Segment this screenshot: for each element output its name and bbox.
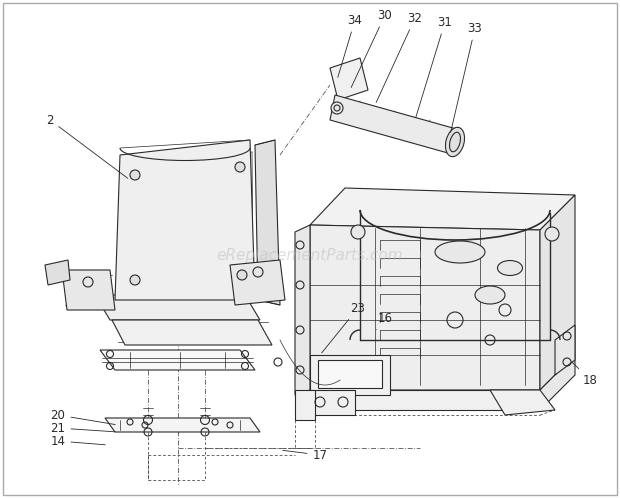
Text: 30: 30 xyxy=(351,8,392,88)
Polygon shape xyxy=(310,188,575,230)
Ellipse shape xyxy=(497,260,523,275)
Circle shape xyxy=(130,170,140,180)
Text: 17: 17 xyxy=(283,449,327,462)
Polygon shape xyxy=(112,320,272,345)
Text: 34: 34 xyxy=(338,13,363,77)
Polygon shape xyxy=(45,260,70,285)
Circle shape xyxy=(331,102,343,114)
Polygon shape xyxy=(308,390,355,415)
Polygon shape xyxy=(230,260,285,305)
Polygon shape xyxy=(330,95,460,155)
Circle shape xyxy=(545,227,559,241)
Polygon shape xyxy=(115,140,255,300)
Polygon shape xyxy=(490,390,555,415)
Polygon shape xyxy=(310,390,540,410)
Circle shape xyxy=(130,275,140,285)
Circle shape xyxy=(351,225,365,239)
Polygon shape xyxy=(255,140,280,305)
Polygon shape xyxy=(555,325,575,375)
Polygon shape xyxy=(330,58,368,100)
Polygon shape xyxy=(310,355,390,395)
Polygon shape xyxy=(318,360,382,388)
Ellipse shape xyxy=(446,127,464,157)
Polygon shape xyxy=(100,350,255,370)
Text: 14: 14 xyxy=(50,434,105,448)
Text: 31: 31 xyxy=(416,15,453,118)
Text: 2: 2 xyxy=(46,114,128,178)
Text: 32: 32 xyxy=(376,11,422,103)
Polygon shape xyxy=(295,390,315,420)
Text: 18: 18 xyxy=(572,362,598,386)
Text: 33: 33 xyxy=(451,21,482,132)
Text: 20: 20 xyxy=(51,408,115,424)
Polygon shape xyxy=(62,270,115,310)
Polygon shape xyxy=(540,355,575,410)
Polygon shape xyxy=(105,418,260,432)
Text: eReplacementParts.com: eReplacementParts.com xyxy=(216,248,404,262)
Text: 21: 21 xyxy=(50,421,115,434)
Ellipse shape xyxy=(475,286,505,304)
Circle shape xyxy=(237,270,247,280)
Text: 16: 16 xyxy=(376,312,392,330)
Ellipse shape xyxy=(435,241,485,263)
Polygon shape xyxy=(540,195,575,390)
Text: 23: 23 xyxy=(322,301,365,353)
Polygon shape xyxy=(95,295,260,320)
Polygon shape xyxy=(295,225,310,395)
Polygon shape xyxy=(310,225,540,390)
Circle shape xyxy=(235,162,245,172)
